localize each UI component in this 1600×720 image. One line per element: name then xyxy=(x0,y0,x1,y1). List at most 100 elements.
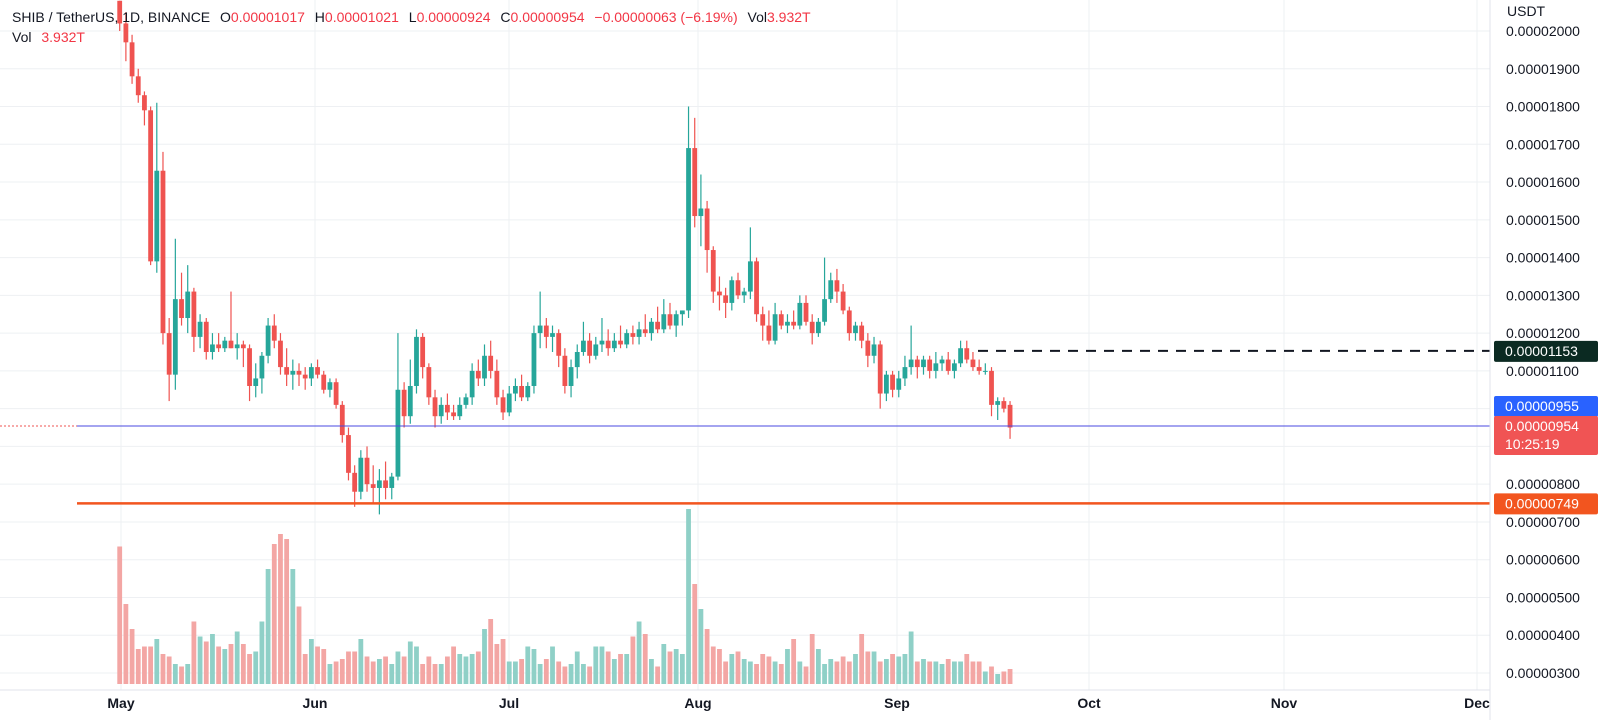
candle-body xyxy=(432,397,438,417)
volume-bar xyxy=(488,619,494,684)
candle-body xyxy=(395,389,401,477)
candle-body xyxy=(908,359,914,368)
volume-bar xyxy=(321,649,327,684)
candle-body xyxy=(519,385,524,398)
candle xyxy=(797,295,803,330)
candle-body xyxy=(172,299,178,375)
y-tick-label: 0.00001100 xyxy=(1506,363,1579,379)
candle-body xyxy=(649,321,654,334)
resistance-price-label: 0.00001153 xyxy=(1494,340,1598,362)
candle-body xyxy=(834,280,840,292)
candle xyxy=(914,355,920,379)
volume-bar xyxy=(865,651,871,684)
candle-body xyxy=(581,340,586,352)
candle-body xyxy=(562,355,568,386)
candle-body xyxy=(692,148,698,217)
candle-body xyxy=(902,367,908,379)
candle xyxy=(457,397,463,420)
symbol-title[interactable]: SHIB / TetherUS, 1D, BINANCE xyxy=(12,9,211,25)
candle-body xyxy=(444,404,450,413)
volume-bar xyxy=(797,661,803,684)
volume-bar xyxy=(989,666,994,684)
candles xyxy=(117,0,1013,515)
candle-body xyxy=(333,382,339,405)
candle-body xyxy=(438,404,444,417)
candle xyxy=(500,389,506,420)
volume-bar xyxy=(1007,669,1013,684)
candle xyxy=(197,314,203,349)
volume-bar xyxy=(333,661,339,684)
candle-body xyxy=(599,340,605,345)
candle-body xyxy=(636,329,642,337)
y-tick-label: 0.00000500 xyxy=(1506,589,1580,605)
candle xyxy=(488,340,494,379)
y-tick-label: 0.00001900 xyxy=(1506,61,1580,77)
volume-bar xyxy=(896,656,902,684)
volume-bar xyxy=(531,649,537,684)
y-tick-label: 0.00000600 xyxy=(1506,552,1580,568)
volume-bar xyxy=(618,654,623,684)
candle-body xyxy=(358,457,364,492)
candle xyxy=(964,340,970,364)
candle xyxy=(970,352,976,371)
candle-body xyxy=(550,333,555,337)
candle xyxy=(222,336,228,352)
candle-body xyxy=(426,367,432,398)
volume-bar xyxy=(166,656,172,684)
candle-body xyxy=(995,401,1001,405)
candle xyxy=(172,238,178,390)
candle-body xyxy=(185,291,191,319)
volume-bar xyxy=(747,661,753,684)
candle-body xyxy=(717,291,722,296)
volume-bar xyxy=(933,661,939,684)
candle xyxy=(185,265,191,334)
volume-bar xyxy=(519,659,524,684)
candle-body xyxy=(234,344,240,349)
candle xyxy=(618,325,623,349)
support-price-label-text: 0.00000749 xyxy=(1505,495,1579,511)
volume-bar xyxy=(346,651,351,684)
volume-bar xyxy=(927,661,933,684)
candle xyxy=(550,325,555,352)
candle xyxy=(191,287,197,352)
volume-bar xyxy=(803,666,809,684)
volume-bar xyxy=(463,656,469,684)
candle xyxy=(902,355,908,386)
candle xyxy=(834,268,840,303)
volume-bar xyxy=(234,631,240,684)
candle-body xyxy=(624,333,630,345)
candle xyxy=(661,299,667,334)
candle-body xyxy=(537,325,543,334)
volume-bar xyxy=(327,664,333,684)
price-axis[interactable]: USDT 0.00000300 0.00000400 0.00000500 0.0000… xyxy=(1489,0,1580,720)
volume-bar xyxy=(871,651,877,684)
volume-bar xyxy=(401,656,407,684)
y-tick-label: 0.00001700 xyxy=(1506,136,1580,152)
time-axis[interactable]: May Jun Jul Aug Sep Oct Nov Dec xyxy=(0,689,1490,711)
candle xyxy=(475,359,481,386)
volume-bar xyxy=(766,656,772,684)
candle xyxy=(822,257,827,326)
candle-body xyxy=(679,310,685,315)
candle xyxy=(364,446,370,492)
candle xyxy=(166,318,172,402)
candle-body xyxy=(240,344,246,349)
volume-bar xyxy=(970,661,976,684)
candle-body xyxy=(457,404,463,417)
candle xyxy=(741,287,747,303)
current-price-label-text: 10:25:19 xyxy=(1505,436,1560,452)
candle xyxy=(129,34,135,84)
candle xyxy=(395,333,401,481)
volume-row-label[interactable]: Vol xyxy=(12,29,32,45)
candle-body xyxy=(210,344,215,352)
candle-body xyxy=(766,325,772,341)
candle-body xyxy=(506,393,512,413)
previous-price-label-bg xyxy=(1494,396,1598,417)
candle-body xyxy=(989,370,994,405)
candle xyxy=(333,378,339,409)
candle-body xyxy=(667,314,673,326)
previous-price-label: 0.00000955 xyxy=(1494,396,1598,417)
candle xyxy=(952,359,957,379)
volume-bar xyxy=(482,629,487,684)
